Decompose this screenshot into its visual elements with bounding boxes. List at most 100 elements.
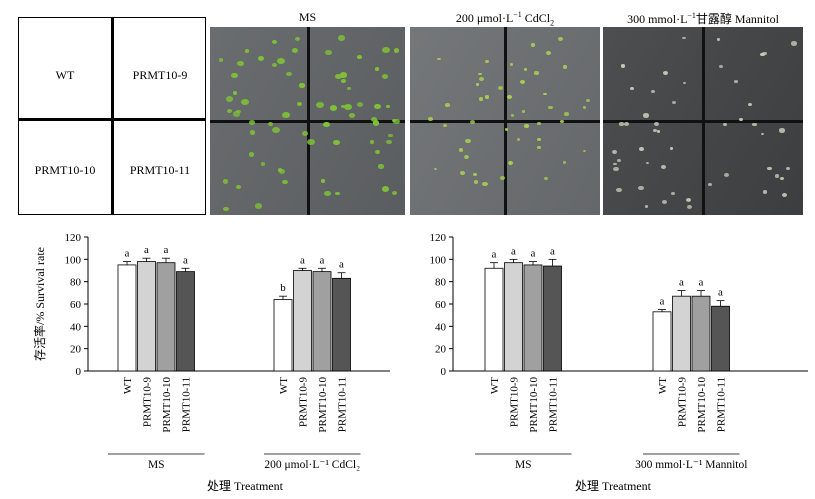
seedling xyxy=(343,104,352,111)
seedling xyxy=(507,94,512,99)
significance-letter: a xyxy=(164,244,169,256)
seedling xyxy=(272,127,280,134)
seedling xyxy=(248,152,255,157)
seedling xyxy=(686,198,691,202)
grid-divider-horizontal xyxy=(19,118,205,121)
seedling xyxy=(672,100,677,104)
seedling xyxy=(335,191,340,196)
seedling xyxy=(562,160,566,164)
x-tick-label: WT xyxy=(278,377,290,394)
seedling xyxy=(716,38,721,42)
seedling xyxy=(357,102,364,108)
seedling xyxy=(522,110,526,113)
seedling xyxy=(346,86,352,91)
seedling xyxy=(536,121,542,126)
seedling xyxy=(386,139,392,145)
seedling xyxy=(785,166,790,171)
seedling xyxy=(760,132,764,136)
seedling xyxy=(499,176,505,181)
grid-cell-wt: WT xyxy=(55,68,75,82)
significance-letter: a xyxy=(531,248,536,260)
seedling xyxy=(320,178,326,183)
group-label: 200 μmol·L⁻¹ CdCl₂ xyxy=(264,459,360,471)
seedling xyxy=(613,167,619,172)
seedling xyxy=(348,112,356,119)
seedling xyxy=(662,200,667,205)
y-axis-title: 存活率/% Survival rate xyxy=(32,247,47,361)
x-axis-title: 处理 Treatment xyxy=(575,479,652,493)
seedling xyxy=(670,147,674,151)
seedling xyxy=(427,117,433,122)
seedling xyxy=(656,130,661,133)
seedling xyxy=(325,49,332,56)
seedling xyxy=(724,173,730,178)
plate-photo-cdcl2 xyxy=(410,27,600,215)
seedling xyxy=(458,148,463,152)
seedling xyxy=(222,179,229,184)
seedling xyxy=(508,161,514,166)
seedling xyxy=(779,128,785,133)
seedling xyxy=(278,169,285,175)
y-tick-label: 120 xyxy=(430,232,447,244)
seedling xyxy=(249,120,255,125)
seedling xyxy=(223,206,229,212)
seedling xyxy=(282,180,288,185)
seedling xyxy=(333,139,340,146)
seedling xyxy=(299,83,305,88)
plate-photo-mannitol xyxy=(603,27,803,215)
bar-wt xyxy=(117,264,137,372)
seedling xyxy=(644,205,649,209)
seedling xyxy=(523,68,528,71)
seedling xyxy=(482,182,488,187)
seedling xyxy=(272,39,277,44)
seedling xyxy=(484,95,489,99)
group-label: MS xyxy=(515,459,532,471)
seedling xyxy=(267,122,273,127)
significance-letter: a xyxy=(125,248,130,260)
plate-photo-ms xyxy=(210,27,405,215)
seedling xyxy=(645,161,650,165)
seedling xyxy=(388,133,393,138)
seedling xyxy=(583,106,587,109)
seedling xyxy=(235,184,241,189)
seedling xyxy=(616,158,622,163)
seedling xyxy=(225,96,234,102)
bar-prmt10-11 xyxy=(176,271,195,372)
seedling xyxy=(254,202,263,209)
photo-title-mannitol: 300 mmol·L−1甘露醇 Mannitol xyxy=(627,11,779,26)
seedling xyxy=(519,80,525,85)
y-tick-label: 60 xyxy=(70,299,82,311)
y-tick-label: 0 xyxy=(76,366,82,378)
x-tick-label: WT xyxy=(657,377,669,394)
seedling xyxy=(241,98,249,105)
seedling xyxy=(650,90,655,94)
seedling xyxy=(237,60,244,67)
significance-letter: a xyxy=(679,277,684,289)
significance-letter: a xyxy=(511,245,516,257)
seedling xyxy=(374,67,379,71)
seedling xyxy=(295,37,301,42)
seedling xyxy=(478,77,484,82)
seedling xyxy=(437,57,441,61)
y-tick-label: 100 xyxy=(430,254,447,266)
bar-wt xyxy=(273,299,293,372)
significance-letter: a xyxy=(144,244,149,256)
seedling xyxy=(781,192,787,198)
seedling xyxy=(643,113,649,118)
seedling xyxy=(340,78,346,83)
seedling xyxy=(232,91,237,95)
seedling xyxy=(510,114,514,118)
x-tick-label: PRMT10-9 xyxy=(677,377,689,428)
seedling xyxy=(460,171,465,175)
seedling xyxy=(510,63,514,66)
grid-cell-prmt10-10: PRMT10-10 xyxy=(34,163,96,177)
seedling xyxy=(291,47,298,53)
x-tick-label: PRMT10-10 xyxy=(317,377,329,433)
seedling xyxy=(282,111,290,118)
x-tick-label: PRMT10-9 xyxy=(142,377,154,428)
seedling xyxy=(357,55,362,60)
seedling xyxy=(766,166,772,171)
seedling xyxy=(381,73,388,79)
seedling xyxy=(723,122,728,127)
seedling xyxy=(478,97,484,101)
